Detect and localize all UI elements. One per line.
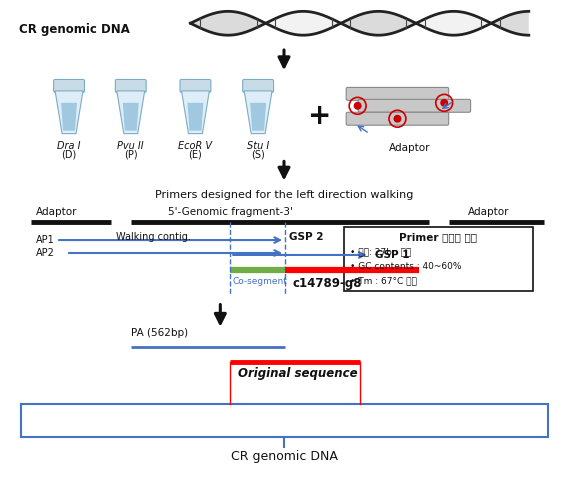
Text: (P): (P) (124, 150, 138, 160)
Polygon shape (117, 91, 145, 134)
Text: (E): (E) (188, 150, 203, 160)
Text: c14789-g8: c14789-g8 (293, 277, 362, 290)
FancyBboxPatch shape (53, 79, 84, 92)
Text: PA (562bp): PA (562bp) (131, 327, 188, 337)
Text: Pvu II: Pvu II (117, 141, 144, 151)
Text: EcoR V: EcoR V (179, 141, 212, 151)
Text: CR genomic DNA: CR genomic DNA (19, 23, 130, 36)
FancyBboxPatch shape (346, 112, 449, 125)
Text: Walking contig.: Walking contig. (116, 232, 191, 242)
FancyBboxPatch shape (344, 227, 533, 291)
FancyBboxPatch shape (346, 87, 449, 100)
Text: AP1: AP1 (36, 235, 55, 245)
Text: Co-segment: Co-segment (232, 277, 287, 286)
Text: (D): (D) (61, 150, 77, 160)
Text: CR genomic DNA: CR genomic DNA (230, 450, 337, 463)
Polygon shape (250, 103, 266, 131)
Text: Original sequence: Original sequence (238, 367, 358, 380)
Text: +: + (308, 102, 332, 130)
Circle shape (440, 99, 448, 107)
Text: Adaptor: Adaptor (36, 207, 78, 217)
Polygon shape (55, 91, 83, 134)
FancyBboxPatch shape (243, 79, 274, 92)
Text: • 길이: 27bp 이상: • 길이: 27bp 이상 (350, 248, 411, 257)
Text: 5'-Genomic fragment-3': 5'-Genomic fragment-3' (168, 207, 292, 217)
FancyBboxPatch shape (180, 79, 211, 92)
Text: AP2: AP2 (36, 248, 55, 258)
FancyBboxPatch shape (358, 99, 471, 112)
Polygon shape (244, 91, 272, 134)
Text: GSP 1: GSP 1 (374, 250, 409, 260)
Polygon shape (187, 103, 203, 131)
Text: Dra I: Dra I (57, 141, 81, 151)
Text: • GC contents : 40~60%: • GC contents : 40~60% (350, 262, 461, 271)
Text: Primers designed for the left direction walking: Primers designed for the left direction … (155, 190, 413, 200)
Polygon shape (182, 91, 209, 134)
FancyBboxPatch shape (116, 79, 146, 92)
Circle shape (394, 115, 401, 123)
Polygon shape (61, 103, 77, 131)
Text: Stu I: Stu I (247, 141, 269, 151)
Text: GSP 2: GSP 2 (289, 232, 324, 242)
Text: Adaptor: Adaptor (389, 143, 430, 153)
Circle shape (354, 102, 362, 110)
Text: (S): (S) (251, 150, 265, 160)
Text: • Tm : 67°C 이상: • Tm : 67°C 이상 (350, 276, 417, 285)
Polygon shape (123, 103, 139, 131)
Text: Primer 디자인 조건: Primer 디자인 조건 (399, 232, 477, 242)
Text: Adaptor: Adaptor (468, 207, 510, 217)
